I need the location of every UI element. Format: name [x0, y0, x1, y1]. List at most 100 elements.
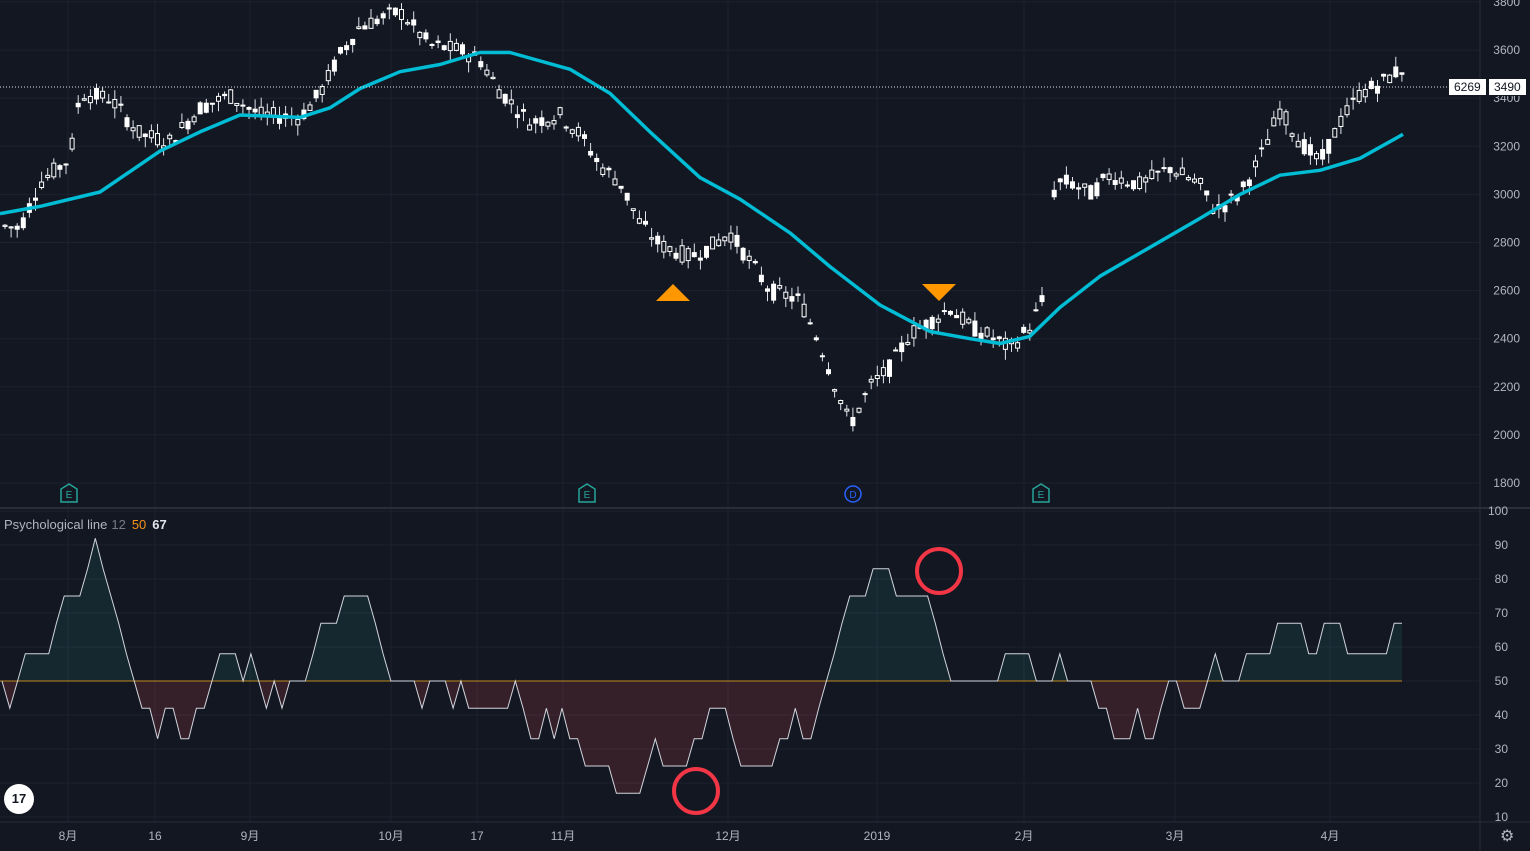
gear-icon[interactable]: ⚙ — [1500, 828, 1515, 845]
candle-body — [1240, 181, 1246, 188]
candle-body — [234, 102, 240, 106]
x-tick-label: 8月 — [59, 829, 78, 843]
candle-body — [655, 235, 661, 245]
candle-body — [990, 337, 996, 341]
candle-body — [563, 126, 569, 129]
candle-body — [1021, 326, 1027, 333]
y-tick-label: 2800 — [1493, 236, 1520, 250]
candle-body — [1277, 108, 1283, 120]
candle-body — [338, 47, 343, 54]
candle-body — [399, 9, 404, 20]
candle-body — [45, 174, 51, 179]
indicator-param-1: 12 — [111, 517, 126, 532]
candle-body — [484, 69, 490, 76]
candle-body — [935, 318, 941, 323]
candle-body — [551, 120, 557, 125]
last-price-tag: 3490 — [1488, 78, 1527, 96]
candle-body — [1143, 177, 1149, 183]
candle-body — [722, 236, 728, 242]
candle-body — [941, 310, 947, 313]
candle-body — [362, 25, 368, 30]
candle-body — [600, 167, 606, 176]
candle-body — [411, 19, 417, 26]
psy-fill-above — [2, 538, 1402, 681]
candle-body — [203, 102, 209, 113]
sell-marker-icon — [922, 284, 956, 301]
candle-body — [679, 245, 685, 263]
candle-body — [612, 178, 618, 186]
candle-body — [771, 283, 777, 301]
candle-body — [130, 127, 136, 132]
y-tick-label: 3600 — [1493, 43, 1520, 57]
y-tick-label: 20 — [1495, 776, 1509, 790]
candle-body — [447, 40, 453, 52]
candle-body — [1076, 187, 1082, 190]
candle-body — [960, 311, 966, 325]
candle-body — [136, 125, 142, 138]
candle-body — [167, 134, 173, 140]
candle-body — [1204, 190, 1210, 196]
y-tick-label: 2000 — [1493, 428, 1520, 442]
candle-body — [1149, 169, 1155, 180]
candle-body — [1393, 66, 1399, 78]
candle-body — [1179, 167, 1185, 176]
candle-body — [728, 232, 734, 243]
candle-body — [624, 192, 630, 201]
candle-body — [1192, 178, 1197, 183]
candle-body — [1362, 88, 1368, 98]
indicator-param-2: 50 — [131, 517, 147, 532]
candle-body — [51, 162, 57, 178]
candle-body — [386, 7, 392, 10]
candle-body — [893, 349, 899, 352]
badge-shape — [844, 485, 862, 503]
candle-body — [1094, 182, 1100, 197]
candle-body — [1051, 189, 1057, 198]
candle-body — [649, 237, 655, 240]
candle-body — [368, 17, 374, 29]
candle-body — [740, 247, 746, 261]
candle-body — [1057, 178, 1063, 183]
candle-body — [112, 98, 118, 109]
candle-body — [966, 318, 972, 324]
candle-body — [819, 355, 825, 358]
candle-body — [1118, 177, 1124, 184]
x-tick-label: 16 — [148, 829, 162, 843]
candle-body — [307, 104, 313, 111]
candle-body — [8, 226, 14, 229]
candle-body — [667, 246, 673, 252]
indicator-param-3: 67 — [152, 517, 167, 532]
earnings-badge-icon: E — [60, 483, 78, 503]
candle-body — [240, 104, 246, 107]
y-tick-label: 40 — [1495, 708, 1509, 722]
candle-body — [1131, 180, 1136, 190]
candle-body — [39, 181, 45, 188]
candle-body — [502, 93, 508, 104]
candle-body — [777, 285, 783, 289]
tradingview-logo-icon[interactable]: 17 — [4, 784, 34, 814]
candle-body — [1173, 173, 1179, 177]
candle-body — [1259, 147, 1265, 150]
candle-body — [850, 416, 856, 427]
candle-body — [1063, 174, 1069, 185]
badge-letter: E — [66, 490, 73, 501]
candle-body — [557, 107, 563, 116]
candle-body — [630, 208, 636, 212]
x-tick-label: 3月 — [1166, 829, 1185, 843]
earnings-badge-icon: E — [578, 483, 596, 503]
candle-body — [801, 303, 807, 318]
y-tick-label: 2200 — [1493, 380, 1520, 394]
candle-body — [887, 359, 892, 377]
candle-body — [716, 239, 722, 247]
candle-body — [582, 134, 587, 139]
highlight-circle-bottom — [672, 767, 720, 815]
x-tick-label: 11月 — [551, 829, 575, 843]
y-tick-label: 10 — [1495, 810, 1509, 824]
candle-body — [1289, 133, 1295, 137]
candle-body — [1222, 205, 1228, 213]
candle-body — [856, 407, 862, 413]
psy-line — [1, 538, 1402, 794]
candle-body — [453, 42, 459, 51]
y-tick-label: 2400 — [1493, 332, 1520, 346]
candle-body — [155, 133, 160, 146]
